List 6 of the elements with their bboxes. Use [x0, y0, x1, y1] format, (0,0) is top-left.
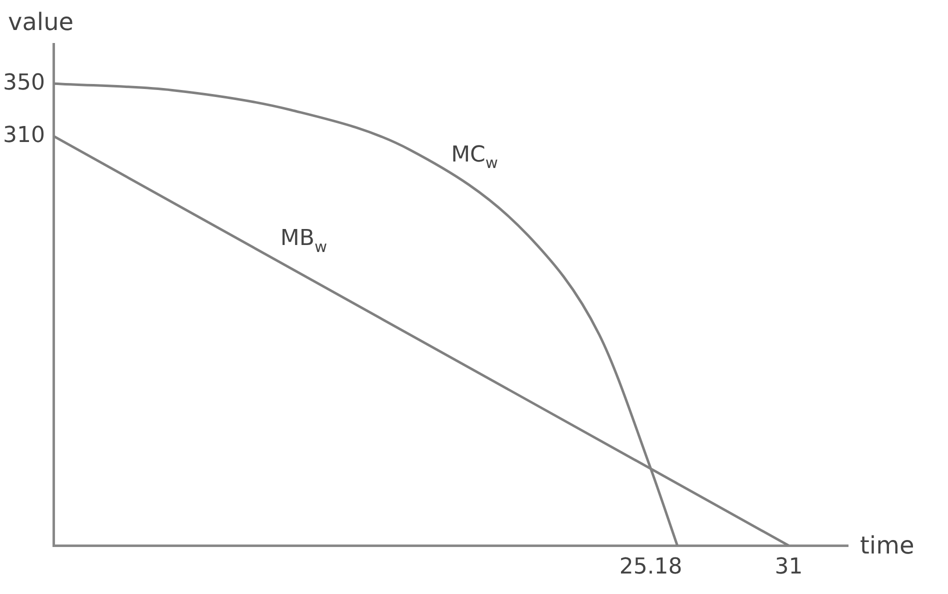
y-axis-title: value: [8, 8, 74, 36]
x-tick-label: 25.18: [619, 554, 682, 580]
y-tick-label: 310: [2, 123, 45, 148]
x-axis-title: time: [860, 532, 914, 560]
y-tick-label: 350: [2, 70, 45, 96]
x-tick-label: 31: [774, 554, 803, 580]
